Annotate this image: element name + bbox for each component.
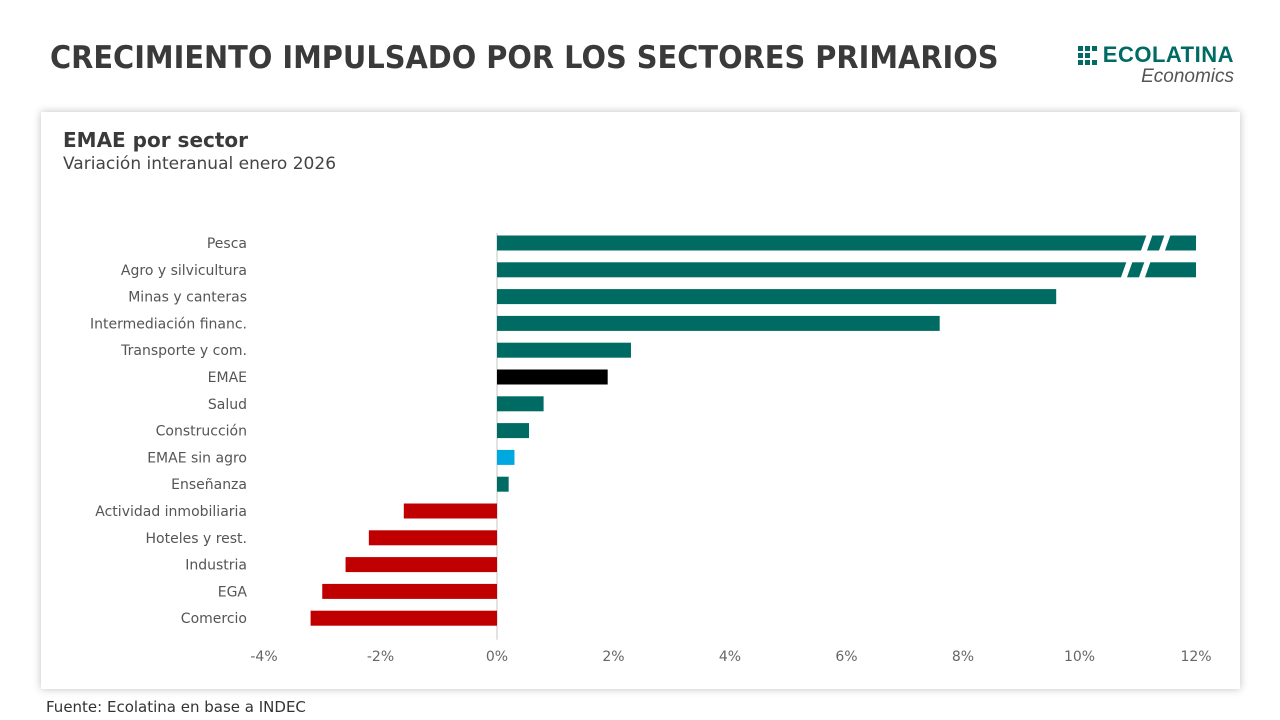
category-label: Construcción bbox=[156, 424, 247, 440]
bar bbox=[403, 503, 497, 519]
bar bbox=[497, 396, 544, 412]
logo: ECOLATINA Economics bbox=[1077, 42, 1234, 88]
x-tick-label: 2% bbox=[602, 649, 624, 665]
bar bbox=[497, 289, 1057, 305]
bar bbox=[497, 262, 1196, 278]
category-label: Pesca bbox=[207, 236, 247, 252]
page-title: CRECIMIENTO IMPULSADO POR LOS SECTORES P… bbox=[50, 40, 999, 76]
axis-break-mark bbox=[1120, 261, 1133, 279]
category-label: Comercio bbox=[181, 611, 247, 627]
x-tick-label: 6% bbox=[835, 649, 857, 665]
bar bbox=[497, 476, 509, 492]
x-tick-label: -2% bbox=[367, 649, 394, 665]
category-label: Minas y canteras bbox=[128, 290, 247, 306]
logo-grid-icon bbox=[1077, 45, 1097, 65]
category-label: EGA bbox=[218, 584, 248, 600]
axis-break-mark bbox=[1158, 234, 1171, 252]
category-label: EMAE bbox=[208, 370, 247, 386]
bar-chart: Pesca Agro y silvicultura Minas y canteras… bbox=[90, 233, 1212, 665]
bar bbox=[345, 557, 497, 573]
logo-subtitle: Economics bbox=[1141, 66, 1234, 87]
bar bbox=[497, 449, 515, 465]
bar bbox=[322, 583, 497, 599]
bar bbox=[497, 369, 608, 385]
x-tick-label: 12% bbox=[1180, 649, 1211, 665]
category-label: Industria bbox=[185, 558, 247, 574]
axis-break-mark bbox=[1140, 234, 1153, 252]
chart-title: EMAE por sector bbox=[63, 128, 249, 152]
x-tick-label: 10% bbox=[1064, 649, 1095, 665]
category-label: EMAE sin agro bbox=[147, 450, 247, 466]
category-label: Intermediación financ. bbox=[90, 316, 247, 332]
x-tick-label: 8% bbox=[952, 649, 974, 665]
logo-name: ECOLATINA bbox=[1102, 42, 1234, 67]
category-label: Salud bbox=[208, 397, 247, 413]
chart-card: EMAE por sector Variación interanual ene… bbox=[41, 112, 1240, 689]
bar bbox=[497, 342, 631, 358]
chart-subtitle: Variación interanual enero 2026 bbox=[63, 154, 337, 174]
category-label: Enseñanza bbox=[171, 477, 247, 493]
axis-break-mark bbox=[1138, 261, 1151, 279]
bar bbox=[497, 235, 1196, 251]
bar bbox=[368, 530, 497, 546]
source-note: Fuente: Ecolatina en base a INDEC bbox=[46, 698, 306, 716]
bar bbox=[497, 315, 940, 331]
category-label: Agro y silvicultura bbox=[121, 263, 247, 279]
x-tick-label: 4% bbox=[719, 649, 741, 665]
category-label: Transporte y com. bbox=[120, 343, 247, 359]
category-label: Actividad inmobiliaria bbox=[95, 504, 247, 520]
bar bbox=[310, 610, 497, 626]
x-tick-label: -4% bbox=[250, 649, 277, 665]
category-label: Hoteles y rest. bbox=[146, 531, 247, 547]
bar bbox=[497, 423, 530, 439]
x-tick-label: 0% bbox=[486, 649, 508, 665]
